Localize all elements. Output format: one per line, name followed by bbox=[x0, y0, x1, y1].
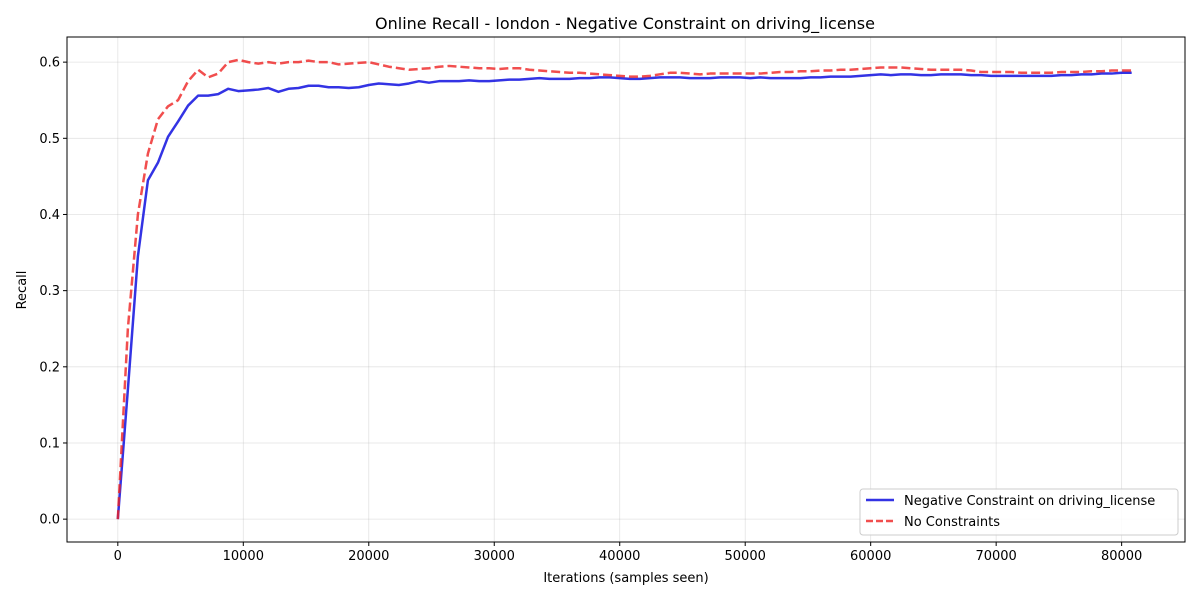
y-tick-label: 0.4 bbox=[39, 208, 60, 223]
legend: Negative Constraint on driving_license N… bbox=[859, 488, 1179, 536]
y-tick-label: 0.3 bbox=[39, 284, 60, 299]
legend-box bbox=[859, 488, 1179, 536]
series-line-negative-constraint bbox=[116, 71, 1132, 520]
x-axis-label: Iterations (samples seen) bbox=[543, 571, 708, 586]
y-tick-label: 0.2 bbox=[39, 360, 60, 375]
y-tick-label: 0.5 bbox=[39, 132, 60, 147]
series-line-no-constraints bbox=[116, 58, 1132, 520]
x-tick-label: 70000 bbox=[975, 549, 1016, 564]
legend-label-negative-constraint: Negative Constraint on driving_license bbox=[904, 494, 1155, 509]
legend-label-no-constraints: No Constraints bbox=[904, 515, 1000, 530]
axis-ticks: 0 10000 20000 30000 40000 50000 60000 70000 8000… bbox=[39, 56, 1142, 564]
x-tick-label: 80000 bbox=[1101, 549, 1142, 564]
plot-area-frame bbox=[66, 36, 1186, 543]
x-tick-label: 50000 bbox=[725, 549, 766, 564]
x-tick-label: 10000 bbox=[223, 549, 264, 564]
x-tick-label: 60000 bbox=[850, 549, 891, 564]
x-tick-label: 40000 bbox=[599, 549, 640, 564]
y-axis-label: Recall bbox=[15, 271, 30, 310]
x-tick-label: 30000 bbox=[474, 549, 515, 564]
x-tick-label: 0 bbox=[114, 549, 122, 564]
x-tick-label: 20000 bbox=[348, 549, 389, 564]
y-tick-label: 0.1 bbox=[39, 436, 60, 451]
series-lines bbox=[116, 58, 1132, 520]
y-tick-label: 0.6 bbox=[39, 56, 60, 71]
chart-title: Online Recall - london - Negative Constr… bbox=[375, 14, 875, 34]
y-tick-label: 0.0 bbox=[39, 513, 60, 528]
